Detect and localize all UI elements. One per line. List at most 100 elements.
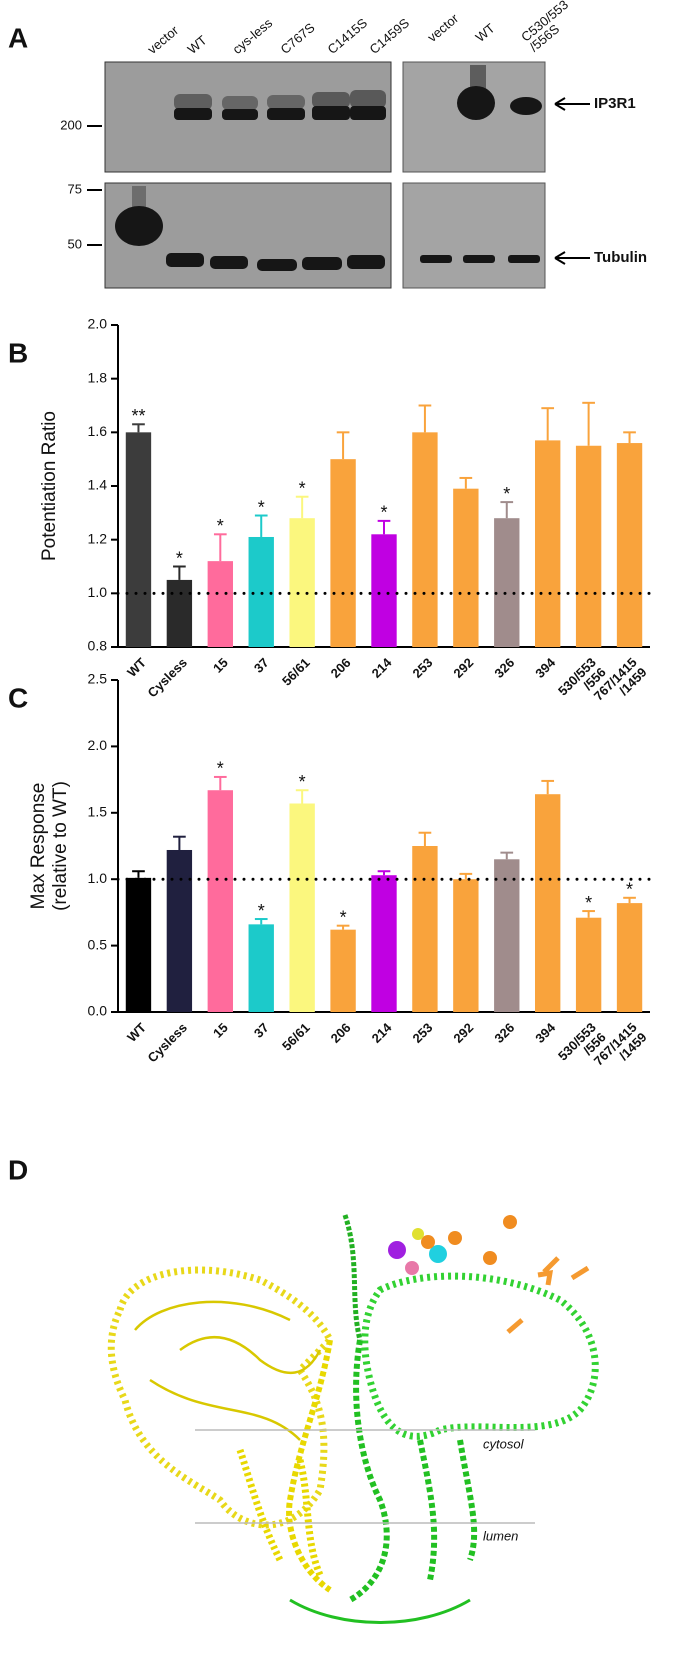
x-tick-label: WT [124,655,149,680]
x-tick-label: 253 [410,655,436,681]
y-axis-label: Max Response [28,783,49,910]
significance-label: * [585,893,592,913]
bar [248,924,274,1012]
region-label: cytosol [483,1436,525,1451]
bar [575,445,602,647]
x-tick-label: 15 [210,1020,231,1041]
bar [412,432,438,647]
lane-label: C1459S [366,15,412,57]
lane-label: C767S [277,20,317,57]
y-tick-label: 2.0 [88,737,108,753]
x-tick-label: 37 [251,1020,272,1041]
lane-label: cys-less [229,15,275,57]
bar [125,432,152,647]
x-tick-label: 37 [251,655,272,676]
x-tick-label: Cysless [145,1020,190,1065]
bar [453,488,479,647]
significance-label: * [340,907,347,927]
bar [330,929,356,1012]
bar [453,879,479,1012]
x-tick-label: WT [124,1020,149,1045]
bar [412,846,438,1012]
marker-label: 200 [60,117,82,132]
bar [371,534,397,647]
y-tick-label: 1.0 [88,584,108,600]
significance-label: * [217,516,224,536]
marker-label: 75 [68,181,82,196]
y-tick-label: 1.0 [88,870,108,886]
x-tick-label: 394 [532,1019,558,1045]
significance-label: * [626,880,633,900]
significance-label: * [299,772,306,792]
panel-label: D [8,1154,28,1185]
y-tick-label: 2.5 [88,671,108,687]
x-tick-label: 767/1415/1459 [591,655,650,714]
y-axis-label: (relative to WT) [50,781,71,911]
x-tick-label: 206 [328,1020,354,1046]
bar [125,877,152,1012]
bar [494,859,520,1012]
y-tick-label: 0.5 [88,936,108,952]
structure [107,1214,599,1624]
y-tick-label: 1.6 [88,423,108,439]
x-tick-label: 214 [369,654,395,680]
band-label: IP3R1 [594,95,636,112]
x-tick-label: 767/1415/1459 [591,1020,650,1079]
bar [371,875,397,1012]
y-tick-label: 1.4 [88,477,108,493]
significance-label: * [258,901,265,921]
panel-label: A [8,22,28,53]
x-tick-label: 56/61 [279,1020,313,1054]
significance-label: * [258,497,265,517]
x-tick-label: Cysless [145,655,190,700]
lane-label: vector [424,10,461,45]
bar [166,849,193,1012]
lane-label: WT [184,32,209,57]
panel-label: C [8,682,28,713]
region-label: lumen [483,1528,518,1543]
bar [330,459,356,647]
significance-label: * [503,484,510,504]
lane-label: C530/553/556S [518,0,579,55]
y-tick-label: 2.0 [88,316,108,332]
bar [535,440,561,647]
x-tick-label: 15 [210,655,231,676]
significance-label: * [217,759,224,779]
x-tick-label: 394 [532,654,558,680]
lane-label: C1415S [324,15,370,57]
x-tick-label: 326 [491,1020,517,1046]
y-axis-label: Potentiation Ratio [39,411,60,561]
x-tick-label: 214 [369,1019,395,1045]
bar [166,579,193,647]
bar [207,790,233,1012]
lane-label: WT [472,20,497,45]
lane-label: vector [144,22,181,57]
blot-images [87,61,590,289]
significance-label: * [380,503,387,523]
bar [616,903,643,1012]
panel-label: B [8,337,28,368]
bar [535,794,561,1012]
significance-label: * [176,548,183,568]
y-tick-label: 1.2 [88,530,108,546]
significance-label: * [299,478,306,498]
significance-label: ** [131,406,145,426]
y-tick-label: 1.8 [88,369,108,385]
x-tick-label: 253 [410,1020,436,1046]
x-tick-label: 206 [328,655,354,681]
y-tick-label: 0.8 [88,638,108,654]
band-label: Tubulin [594,249,647,266]
bar [289,518,315,647]
bar [575,917,602,1012]
y-tick-label: 1.5 [88,804,108,820]
y-tick-label: 0.0 [88,1003,108,1019]
x-tick-label: 326 [491,655,517,681]
bar [207,561,233,647]
bar [289,803,315,1012]
x-tick-label: 56/61 [279,655,313,689]
bands [115,65,542,271]
bar [616,443,643,647]
x-tick-label: 292 [450,655,476,681]
x-tick-label: 292 [450,1020,476,1046]
